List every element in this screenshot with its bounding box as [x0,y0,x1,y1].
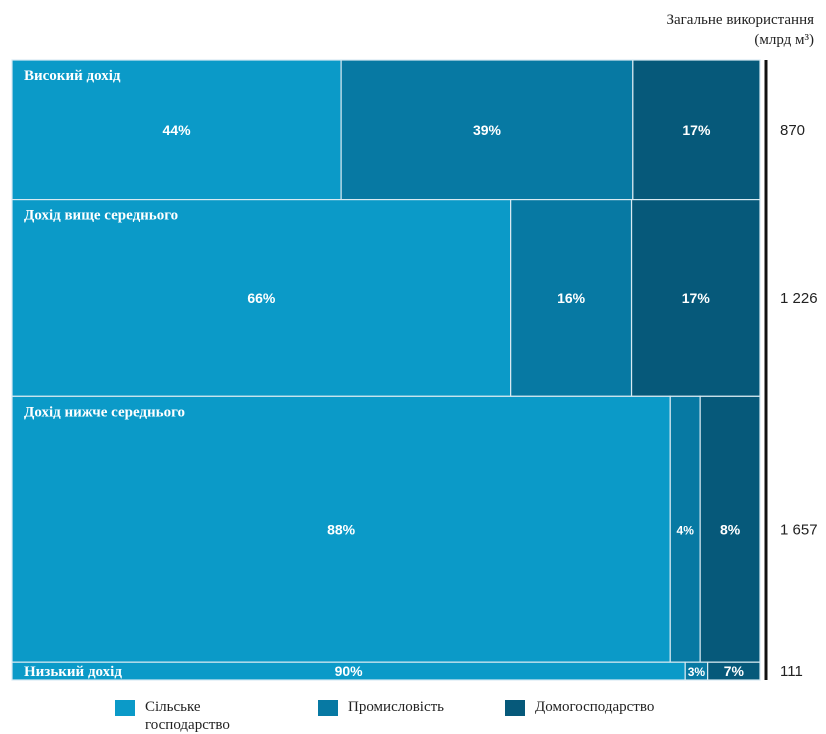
data-label-domestic-1: 17% [682,122,711,138]
data-label-agriculture-3: 88% [327,521,356,537]
legend-label-industry: Промисловість [348,699,445,715]
category-label-4: Низький дохід [24,664,122,680]
segment-domestic-1 [632,59,761,201]
data-label-industry-2: 16% [557,290,586,306]
legend-swatch-domestic [505,700,525,716]
segment-agriculture-3 [11,395,671,663]
total-value-3: 1 657 [780,521,818,538]
data-label-industry-3: 4% [677,523,695,537]
data-label-domestic-4: 7% [724,663,745,679]
total-value-1: 870 [780,122,805,139]
total-usage-title: Загальне використання [666,12,814,28]
data-label-domestic-3: 8% [720,521,741,537]
total-value-4: 111 [780,663,803,680]
category-label-2: Дохід вище середнього [24,208,178,224]
segment-industry-2 [510,198,633,397]
total-value-2: 1 226 [780,290,818,307]
segment-agriculture-1 [11,59,342,201]
legend-item-industry: Промисловість [318,698,444,716]
legend-item-agriculture: Сільське господарство [115,698,265,734]
total-usage-unit: (млрд м³) [754,32,814,48]
data-label-agriculture-1: 44% [163,122,192,138]
mekko-chart: 44% 39% 17% Високий дохід 870 66% 16% 17% Дохід … [11,59,818,681]
total-usage-header: Загальне використання (млрд м³) [666,10,814,50]
segment-industry-1 [340,59,634,201]
legend-swatch-industry [318,700,338,716]
legend-label-domestic: Домогосподарство [535,699,655,715]
segment-agriculture-2 [11,198,512,397]
category-label-3: Дохід нижче середнього [24,404,185,420]
segment-industry-3 [669,395,701,663]
category-label-1: Високий дохід [24,68,121,84]
data-label-domestic-2: 17% [682,290,711,306]
segment-domestic-2 [630,198,761,397]
legend: Сільське господарство Промисловість Домо… [0,690,826,734]
segment-domestic-4 [707,661,761,681]
data-label-agriculture-4: 90% [335,663,364,679]
legend-swatch-agriculture [115,700,135,716]
legend-item-domestic: Домогосподарство [505,698,654,716]
legend-label-agriculture: Сільське господарство [145,699,230,733]
data-label-industry-1: 39% [473,122,502,138]
data-label-agriculture-2: 66% [247,290,276,306]
data-label-industry-4: 3% [688,665,706,679]
